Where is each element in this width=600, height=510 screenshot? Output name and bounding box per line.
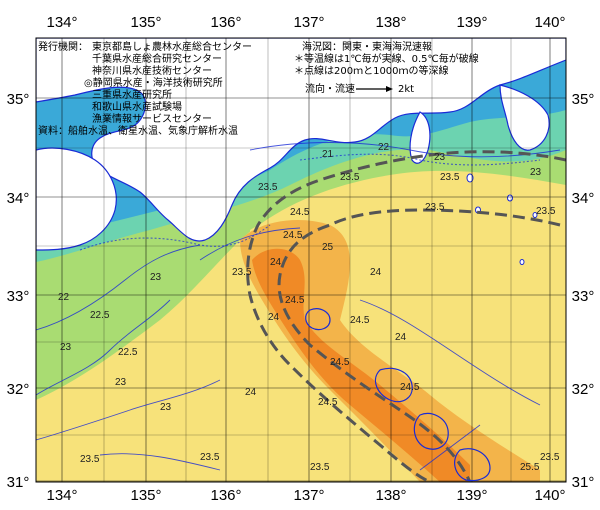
note-item: ＊点線は200ｍと1000ｍの等深線 (294, 64, 449, 77)
iso-label: 25 (322, 242, 334, 253)
iso-label: 23.5 (80, 454, 100, 465)
lat-label-31-right: 31° (572, 474, 595, 491)
iso-label: 24 (268, 312, 280, 323)
iso-label: 24.5 (283, 230, 303, 241)
lat-label-33-left: 33° (7, 288, 30, 305)
isotherm-lines (36, 142, 561, 471)
land-honshu (36, 38, 566, 242)
lon-label-136-bottom: 136° (210, 487, 241, 504)
lat-label-35-right: 35° (572, 91, 595, 108)
lon-label-139-top: 139° (456, 14, 487, 31)
iso-label: 23 (160, 402, 172, 413)
iso-label: 23.5 (310, 462, 330, 473)
publisher-item: 三重県水産研究所 (92, 88, 172, 101)
lat-label-32-right: 32° (572, 381, 595, 398)
iso-label: 23.5 (200, 452, 220, 463)
iso-label: 23.5 (540, 452, 560, 463)
iso-label: 23 (150, 272, 162, 283)
iso-label: 25.5 (520, 462, 540, 473)
lat-label-33-right: 33° (572, 288, 595, 305)
iso-label: 24.5 (285, 295, 305, 306)
iso-label: 23.5 (340, 172, 360, 183)
legend-label: 流向・流速 (305, 82, 355, 95)
iso-label: 24 (395, 332, 407, 343)
map-area: 21 22 23 23 23.5 23.5 23.5 23.5 23.5 23.… (36, 38, 566, 482)
iso-label: 24 (270, 257, 282, 268)
iso-label: 23 (530, 167, 542, 178)
lon-label-140-top: 140° (534, 14, 565, 31)
publishers-title: 発行機関： (38, 40, 88, 53)
lon-label-138-top: 138° (375, 14, 406, 31)
izu-islands (466, 173, 538, 265)
lon-label-138-bottom: 138° (375, 487, 406, 504)
iso-label: 23.5 (536, 206, 556, 217)
lon-label-135-top: 135° (130, 14, 161, 31)
iso-label: 24.5 (290, 207, 310, 218)
publisher-item: 漁業情報サービスセンター (92, 112, 212, 125)
ridge-contours (305, 308, 491, 482)
map-notes: 海況図：関東・東海海況速報 ＊等温線は1℃毎が実線、0.5℃毎が破線 ＊点線は2… (294, 40, 479, 95)
lat-label-34-right: 34° (572, 190, 595, 207)
publisher-item: ◎静岡県水産・海洋技術研究所 (84, 76, 223, 89)
lat-label-34-left: 34° (7, 190, 30, 207)
publisher-info: 発行機関： 東京都島しょ農林水産総合センター 千葉県水産総合研究センター 神奈川… (38, 40, 252, 137)
top-longitude-labels: 134° 135° 136° 137° 138° 139° 140° (46, 14, 565, 31)
graticule (36, 38, 566, 482)
isotherm-labels: 21 22 23 23 23.5 23.5 23.5 23.5 23.5 23.… (58, 142, 560, 473)
lon-label-136-top: 136° (210, 14, 241, 31)
iso-label: 24.5 (330, 357, 350, 368)
lat-label-31-left: 31° (7, 474, 30, 491)
iso-label: 24.5 (318, 397, 338, 408)
lat-label-35-left: 35° (7, 91, 30, 108)
publisher-item: 千葉県水産総合研究センター (92, 52, 222, 65)
iso-label: 22 (58, 292, 70, 303)
lon-label-137-top: 137° (293, 14, 324, 31)
map-frame (35, 37, 567, 483)
depth-contours (79, 153, 541, 251)
land-boso (499, 84, 550, 151)
iso-label: 24 (370, 267, 382, 278)
right-latitude-labels: 35° 34° 33° 32° 31° (572, 91, 595, 491)
iso-label: 24 (245, 387, 257, 398)
publisher-item: 和歌山県水産試験場 (92, 100, 182, 113)
lon-label-139-bottom: 139° (456, 487, 487, 504)
lon-label-134-bottom: 134° (46, 487, 77, 504)
iso-label: 24.5 (350, 315, 370, 326)
iso-label: 22 (378, 142, 390, 153)
lon-label-135-bottom: 135° (130, 487, 161, 504)
note-item: ＊等温線は1℃毎が実線、0.5℃毎が破線 (294, 52, 479, 65)
land-izu (409, 111, 431, 164)
iso-label: 24.5 (400, 382, 420, 393)
iso-label: 23 (434, 152, 446, 163)
legend-scale: 2kt (398, 84, 414, 95)
data-source: 資料：船舶水温、衛星水温、気象庁解析水温 (38, 124, 238, 137)
bottom-longitude-labels: 134° 135° 136° 137° 138° 139° 140° (46, 487, 565, 504)
iso-label: 23.5 (232, 267, 252, 278)
iso-label: 23.5 (425, 202, 445, 213)
lon-label-137-bottom: 137° (293, 487, 324, 504)
lat-label-32-left: 32° (7, 381, 30, 398)
arrow-head-icon (386, 86, 393, 92)
area-note: 海況図：関東・東海海況速報 (302, 40, 432, 53)
lon-label-140-bottom: 140° (534, 487, 565, 504)
sea-hot-zone (240, 220, 540, 482)
publisher-item: 東京都島しょ農林水産総合センター (92, 40, 252, 53)
iso-label: 21 (322, 149, 334, 160)
iso-label: 23 (115, 377, 127, 388)
lon-label-134-top: 134° (46, 14, 77, 31)
iso-label: 22.5 (118, 347, 138, 358)
iso-label: 23.5 (258, 182, 278, 193)
iso-label: 23 (60, 342, 72, 353)
left-latitude-labels: 35° 34° 33° 32° 31° (7, 91, 30, 491)
iso-label: 23.5 (440, 172, 460, 183)
iso-label: 22.5 (90, 310, 110, 321)
kuroshio-axis (246, 150, 566, 482)
publisher-item: 神奈川県水産技術センター (92, 64, 212, 77)
